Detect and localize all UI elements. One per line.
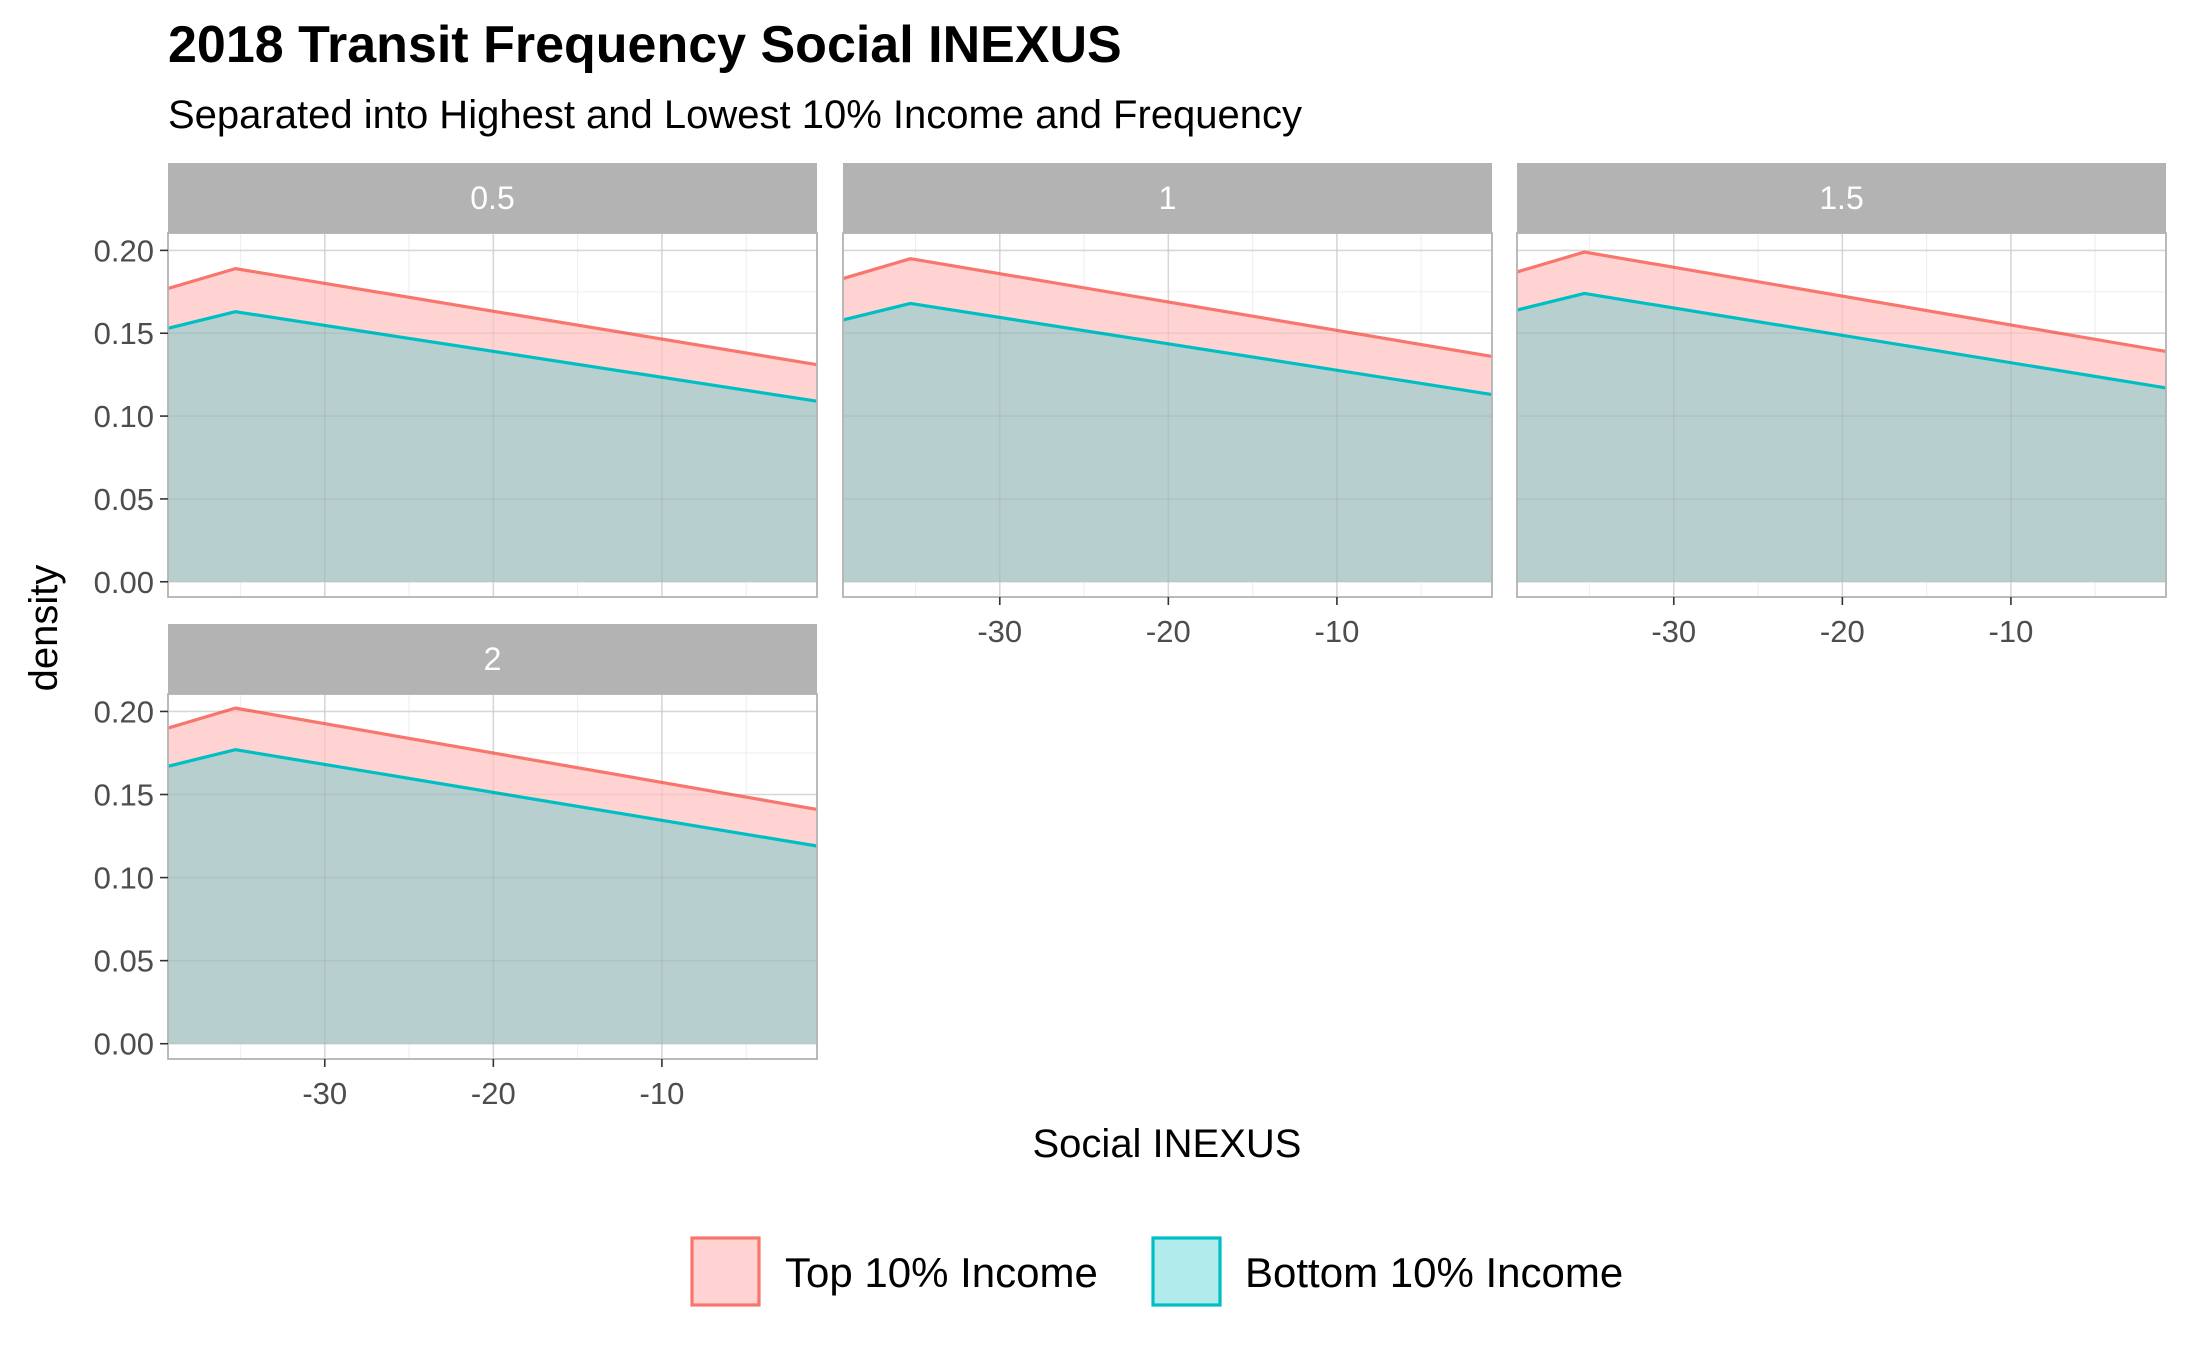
x-tick-label: -30 <box>302 1076 347 1111</box>
y-tick-label: 0.05 <box>94 482 154 517</box>
density-line-bottom <box>167 310 818 403</box>
x-tick-label: -10 <box>640 1076 685 1111</box>
y-tick-label: 0.10 <box>94 399 154 434</box>
x-tick-label: -10 <box>1989 614 2034 649</box>
y-tick-label: 0.20 <box>94 233 154 268</box>
facet-strip <box>168 624 817 694</box>
density-line-top <box>167 706 818 812</box>
panel-border <box>167 693 818 1060</box>
legend-item-bottom: Bottom 10% Income <box>1151 1236 1623 1307</box>
facet-strip <box>843 163 1492 233</box>
panel-border <box>1516 232 2167 598</box>
legend: Top 10% Income Bottom 10% Income <box>690 1236 1623 1307</box>
density-area-bottom <box>1517 293 2166 582</box>
facet-panel: 2 0.00 0.05 0.10 0.15 0.20 -30 -20 -10 <box>94 624 818 1111</box>
legend-label: Bottom 10% Income <box>1245 1249 1623 1296</box>
y-tick-label: 0.10 <box>94 861 154 896</box>
chart-title: 2018 Transit Frequency Social INEXUS <box>168 16 1122 74</box>
legend-item-top: Top 10% Income <box>690 1236 1098 1307</box>
facet-strip-label: 1 <box>1159 180 1177 216</box>
facets: 0.5 0.00 0.05 0.10 0.15 0.20 1 -30 -20 -10 1.5 -30 -… <box>94 163 2167 1111</box>
y-tick-label: 0.00 <box>94 1027 154 1062</box>
legend-label: Top 10% Income <box>785 1249 1098 1296</box>
facet-strip-label: 2 <box>484 641 502 677</box>
y-tick-label: 0.05 <box>94 944 154 979</box>
x-tick-label: -30 <box>977 614 1022 649</box>
facet-panel: 1 -30 -20 -10 <box>842 163 1493 649</box>
facet-strip-label: 1.5 <box>1819 180 1863 216</box>
y-tick-label: 0.15 <box>94 778 154 813</box>
y-axis-title: density <box>22 565 66 692</box>
density-line-top <box>842 257 1493 359</box>
legend-key-top <box>690 1236 761 1307</box>
x-tick-label: -20 <box>1820 614 1865 649</box>
y-tick-label: 0.00 <box>94 565 154 600</box>
density-line-top <box>1516 250 2167 354</box>
x-tick-label: -10 <box>1315 614 1360 649</box>
density-line-top <box>167 267 818 367</box>
density-area-bottom <box>843 303 1492 582</box>
x-tick-label: -20 <box>471 1076 516 1111</box>
legend-key-bottom <box>1151 1236 1222 1307</box>
density-line-bottom <box>167 748 818 848</box>
chart-subtitle: Separated into Highest and Lowest 10% In… <box>168 93 1302 137</box>
y-tick-label: 0.15 <box>94 316 154 351</box>
density-line-bottom <box>842 301 1493 397</box>
density-line-bottom <box>1516 291 2167 390</box>
x-tick-label: -30 <box>1651 614 1696 649</box>
x-tick-label: -20 <box>1146 614 1191 649</box>
density-area-bottom <box>168 749 817 1044</box>
facet-strip-label: 0.5 <box>470 180 514 216</box>
y-tick-label: 0.20 <box>94 694 154 729</box>
panel-border <box>167 232 818 598</box>
x-axis-title: Social INEXUS <box>1033 1122 1302 1166</box>
facet-strip <box>1517 163 2166 233</box>
density-area-bottom <box>168 311 817 582</box>
panel-border <box>842 232 1493 598</box>
facet-panel: 0.5 0.00 0.05 0.10 0.15 0.20 <box>94 163 818 600</box>
facet-strip <box>168 163 817 233</box>
facet-panel: 1.5 -30 -20 -10 <box>1516 163 2167 649</box>
